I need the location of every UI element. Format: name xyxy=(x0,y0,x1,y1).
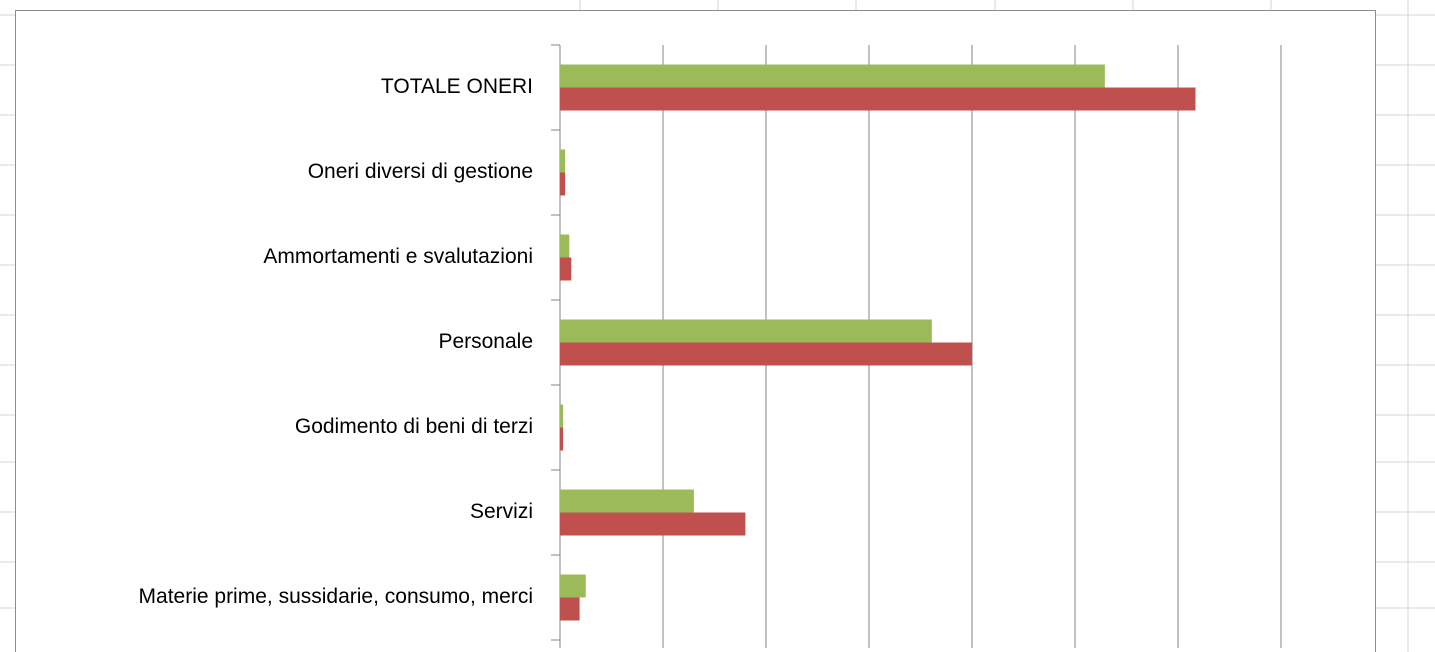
bar xyxy=(560,427,564,451)
bar xyxy=(560,489,694,513)
bar xyxy=(560,64,1105,88)
bar xyxy=(560,574,586,598)
bar xyxy=(560,404,564,428)
category-label: TOTALE ONERI xyxy=(381,75,533,98)
category-label: Materie prime, sussidarie, consumo, merc… xyxy=(139,585,533,608)
bar xyxy=(560,597,580,621)
category-label: Servizi xyxy=(470,500,533,523)
bar xyxy=(560,342,972,366)
category-label: Ammortamenti e svalutazioni xyxy=(263,245,533,268)
category-label: Personale xyxy=(438,330,533,353)
bar xyxy=(560,172,566,196)
bar xyxy=(560,87,1196,111)
category-label: Godimento di beni di terzi xyxy=(295,415,533,438)
category-label: Oneri diversi di gestione xyxy=(308,160,533,183)
bar xyxy=(560,512,746,536)
bar xyxy=(560,149,566,173)
bar xyxy=(560,257,572,281)
bar xyxy=(560,319,932,343)
bar xyxy=(560,234,570,258)
